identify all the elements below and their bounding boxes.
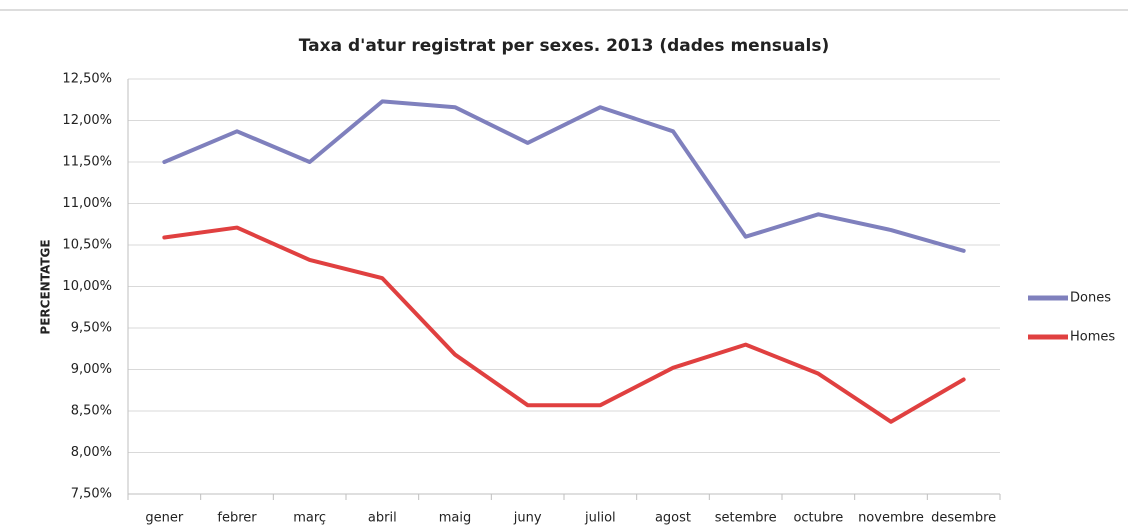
x-tick-label: maig: [439, 511, 472, 526]
x-tick-label: octubre: [793, 511, 843, 526]
y-tick-label: 7,50%: [71, 487, 112, 502]
y-tick-label: 9,00%: [71, 362, 112, 377]
x-tick-label: març: [293, 511, 326, 526]
series-line: [162, 225, 966, 424]
y-axis-label: PERCENTATGE: [39, 239, 53, 334]
y-tick-label: 11,50%: [62, 155, 112, 170]
series-line: [162, 99, 966, 253]
legend-label: Dones: [1070, 291, 1111, 306]
x-tick-label: novembre: [858, 511, 924, 526]
y-tick-label: 12,50%: [62, 72, 112, 87]
y-tick-label: 10,50%: [62, 238, 112, 253]
y-tick-label: 11,00%: [62, 196, 112, 211]
y-tick-label: 10,00%: [62, 279, 112, 294]
x-tick-label: juliol: [584, 511, 616, 526]
x-tick-label: agost: [655, 511, 691, 526]
x-tick-label: juny: [513, 511, 542, 526]
y-tick-label: 9,50%: [71, 321, 112, 336]
y-tick-label: 8,50%: [71, 404, 112, 419]
x-tick-label: gener: [145, 511, 183, 526]
chart-title: Taxa d'atur registrat per sexes. 2013 (d…: [299, 36, 829, 56]
legend-label: Homes: [1070, 330, 1115, 345]
y-tick-label: 12,00%: [62, 113, 112, 128]
y-tick-label: 8,00%: [71, 445, 112, 460]
x-tick-label: febrer: [217, 511, 257, 526]
x-tick-label: setembre: [715, 511, 777, 526]
x-tick-label: desembre: [931, 511, 996, 526]
x-tick-label: abril: [368, 511, 397, 526]
